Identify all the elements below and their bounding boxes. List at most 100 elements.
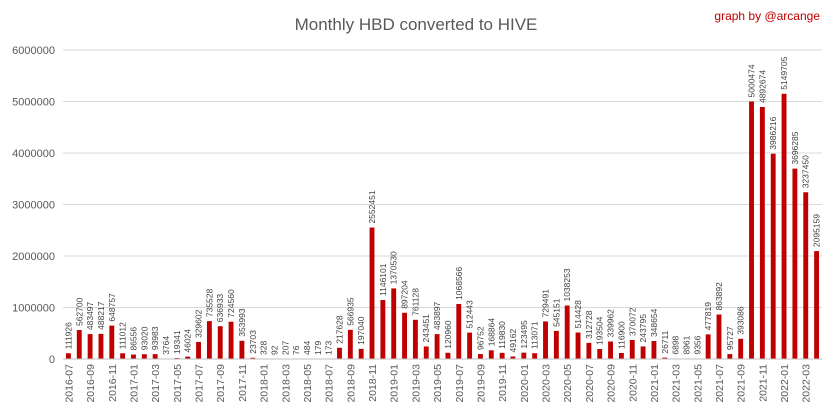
y-axis: 0 1000000 2000000 3000000 4000000 5000000 6000…: [12, 45, 55, 366]
data-label: 111926: [63, 322, 73, 349]
data-label: 95727: [725, 326, 735, 350]
data-label: 484: [302, 341, 312, 355]
x-tick-label: 2017-03: [150, 364, 162, 403]
data-label: 483897: [432, 301, 442, 330]
bar: [662, 357, 668, 359]
data-label: 353993: [237, 308, 247, 337]
data-label: 312728: [584, 310, 594, 339]
bar: [651, 341, 657, 359]
x-tick-label: 2019-01: [389, 364, 401, 403]
data-label: 168864: [486, 318, 496, 347]
bar: [586, 342, 592, 359]
x-tick-label: 2018-03: [280, 364, 292, 403]
x-tick-label: 2021-01: [649, 364, 661, 403]
bar: [185, 356, 191, 359]
data-label: 562700: [74, 297, 84, 326]
y-tick-label: 6000000: [12, 45, 55, 57]
x-tick-label: 2019-09: [475, 364, 487, 403]
bar: [478, 354, 483, 359]
bar: [629, 339, 635, 359]
data-label: 197040: [356, 316, 366, 345]
data-label: 761128: [410, 288, 420, 316]
bar: [608, 341, 613, 359]
y-tick-label: 4000000: [12, 148, 55, 160]
bar: [109, 325, 115, 359]
bar: [575, 332, 581, 359]
data-label: 113071: [530, 321, 540, 349]
data-label: 1370530: [389, 251, 399, 284]
x-tick-label: 2019-11: [497, 364, 509, 402]
data-label: 4892674: [757, 70, 767, 103]
data-label: 3764: [161, 336, 171, 355]
data-label: 566935: [345, 297, 355, 326]
x-tick-label: 2021-11: [757, 364, 769, 402]
bar: [727, 354, 733, 359]
bar: [467, 332, 473, 359]
bar: [499, 352, 505, 359]
x-tick-label: 2021-09: [736, 364, 748, 403]
bar: [65, 353, 71, 359]
data-label: 339962: [606, 309, 616, 338]
data-label: 328: [259, 341, 269, 355]
data-label: 863892: [714, 282, 724, 311]
bar: [228, 321, 234, 359]
x-tick-label: 2018-09: [345, 364, 357, 403]
gridlines: [63, 49, 822, 308]
bar: [120, 353, 126, 359]
data-label: 217628: [334, 315, 344, 344]
x-tick-label: 2016-09: [85, 364, 97, 403]
bar: [597, 349, 603, 359]
bar: [781, 93, 787, 359]
x-tick-label: 2018-11: [367, 364, 379, 402]
bar: [369, 227, 375, 359]
x-tick-label: 2022-03: [801, 364, 813, 403]
data-label: 86556: [128, 327, 138, 351]
data-label: 3237450: [801, 155, 811, 188]
data-label: 1146101: [378, 263, 388, 296]
data-label: 23703: [248, 330, 258, 354]
bar: [358, 348, 364, 359]
x-tick-label: 2017-05: [172, 364, 184, 403]
data-label: 512443: [465, 300, 475, 329]
x-tick-label: 2020-05: [562, 364, 574, 403]
data-label: 477819: [703, 302, 713, 331]
x-tick-label: 2020-07: [584, 364, 596, 403]
data-label: 2552451: [367, 190, 377, 223]
x-tick-label: 2017-09: [215, 364, 227, 403]
bar: [250, 357, 256, 359]
data-label: 93020: [139, 326, 149, 350]
x-tick-label: 2018-05: [302, 364, 314, 403]
bar: [792, 168, 798, 359]
bar: [564, 305, 570, 359]
bar: [239, 340, 245, 359]
bar: [141, 354, 147, 359]
y-tick-label: 2000000: [12, 251, 55, 263]
chart-credit: graph by @arcange: [714, 9, 820, 23]
data-label: 483497: [85, 301, 95, 330]
bar: [87, 334, 93, 359]
data-label: 49162: [508, 329, 518, 353]
bar: [510, 356, 516, 359]
data-label: 3986216: [768, 116, 778, 149]
bar: [337, 347, 342, 359]
chart-title: Monthly HBD converted to HIVE: [295, 15, 538, 34]
x-tick-label: 2020-11: [627, 364, 639, 402]
bar: [543, 321, 548, 359]
bar: [488, 350, 494, 359]
data-label: 119830: [497, 321, 507, 349]
bar: [402, 312, 407, 359]
data-label: 26711: [660, 330, 670, 353]
bar: [380, 299, 386, 359]
bar: [618, 352, 624, 359]
data-label: 123495: [519, 320, 529, 349]
x-axis: 2016-07 2016-09 2016-11 2017-01 2017-03 2017-…: [63, 364, 812, 403]
data-label: 46024: [183, 329, 193, 353]
x-tick-label: 2021-03: [671, 364, 683, 403]
x-tick-label: 2017-07: [194, 364, 206, 403]
data-label: 329602: [194, 309, 204, 338]
bar: [803, 192, 809, 359]
bar: [521, 352, 527, 359]
data-label: 93983: [150, 326, 160, 350]
data-label: 243795: [638, 314, 648, 343]
